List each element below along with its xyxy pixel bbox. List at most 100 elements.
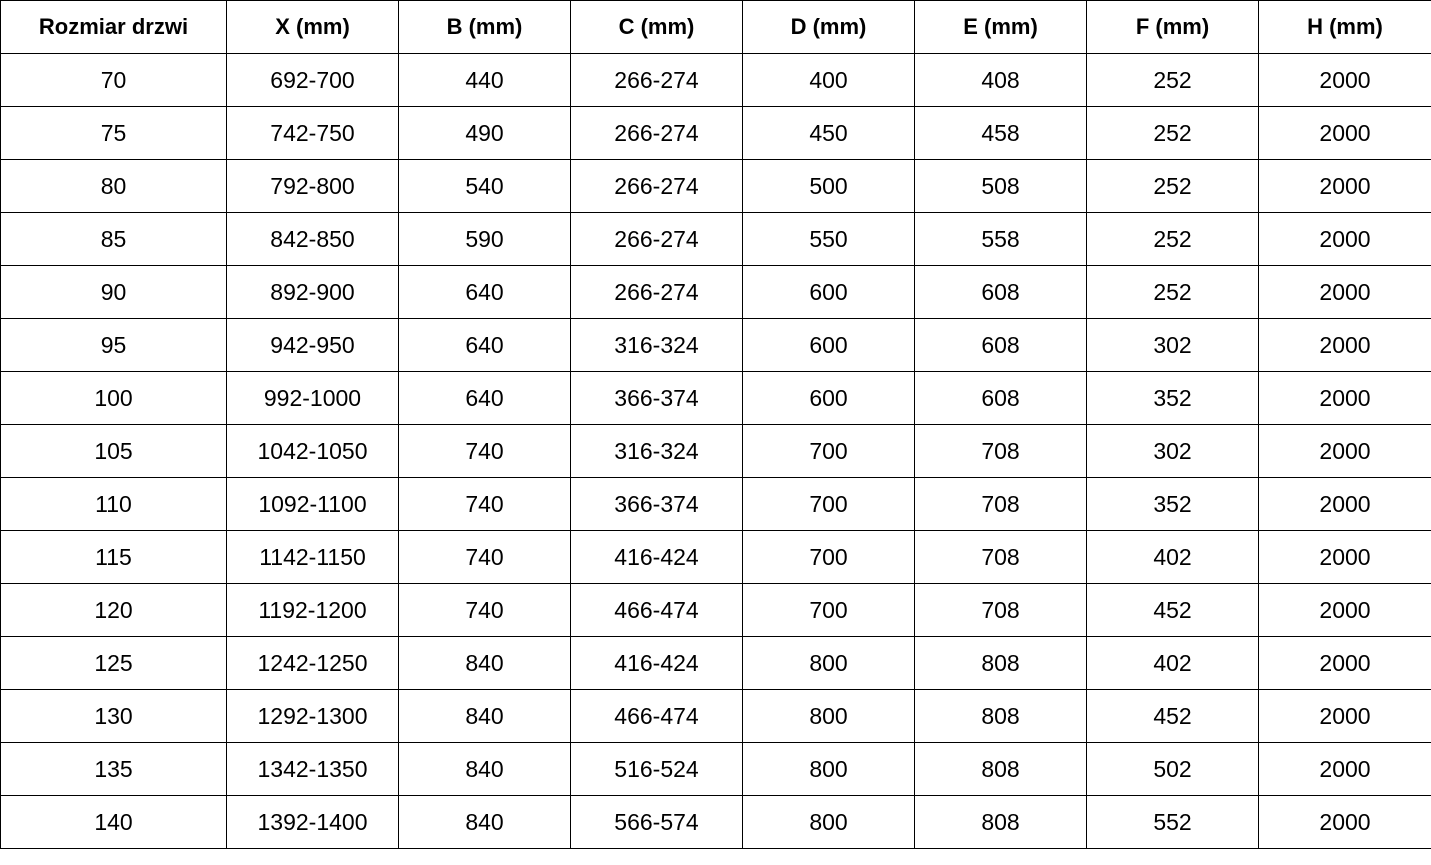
table-cell: 400 bbox=[742, 53, 915, 107]
table-row: 135 1342-1350 840 516-524 800 808 502 2000 bbox=[0, 742, 1431, 796]
table-cell: 402 bbox=[1086, 530, 1259, 584]
table-cell: 558 bbox=[914, 212, 1087, 266]
table-row: 140 1392-1400 840 566-574 800 808 552 2000 bbox=[0, 795, 1431, 849]
table-cell: 450 bbox=[742, 106, 915, 160]
table-cell: 708 bbox=[914, 424, 1087, 478]
table-cell: 600 bbox=[742, 318, 915, 372]
table-cell: 95 bbox=[0, 318, 227, 372]
table-cell: 608 bbox=[914, 318, 1087, 372]
table-cell: 2000 bbox=[1258, 424, 1431, 478]
table-cell: 640 bbox=[398, 318, 571, 372]
table-cell: 266-274 bbox=[570, 106, 743, 160]
table-cell: 2000 bbox=[1258, 106, 1431, 160]
table-cell: 452 bbox=[1086, 689, 1259, 743]
table-row: 70 692-700 440 266-274 400 408 252 2000 bbox=[0, 53, 1431, 107]
table-cell: 840 bbox=[398, 795, 571, 849]
table-body: 70 692-700 440 266-274 400 408 252 2000 75 742-75… bbox=[0, 53, 1431, 849]
column-header: X (mm) bbox=[226, 0, 399, 54]
table-cell: 608 bbox=[914, 265, 1087, 319]
table-cell: 266-274 bbox=[570, 265, 743, 319]
table-cell: 416-424 bbox=[570, 530, 743, 584]
table-cell: 502 bbox=[1086, 742, 1259, 796]
table-cell: 516-524 bbox=[570, 742, 743, 796]
table-cell: 2000 bbox=[1258, 371, 1431, 425]
table-cell: 640 bbox=[398, 265, 571, 319]
table-cell: 742-750 bbox=[226, 106, 399, 160]
table-cell: 252 bbox=[1086, 212, 1259, 266]
table-cell: 700 bbox=[742, 424, 915, 478]
table-cell: 840 bbox=[398, 742, 571, 796]
column-header: D (mm) bbox=[742, 0, 915, 54]
table-cell: 2000 bbox=[1258, 742, 1431, 796]
table-row: 75 742-750 490 266-274 450 458 252 2000 bbox=[0, 106, 1431, 160]
table-cell: 105 bbox=[0, 424, 227, 478]
header-row: Rozmiar drzwi X (mm) B (mm) C (mm) D (mm) E (… bbox=[0, 0, 1431, 54]
table-cell: 440 bbox=[398, 53, 571, 107]
table-cell: 992-1000 bbox=[226, 371, 399, 425]
column-header: H (mm) bbox=[1258, 0, 1431, 54]
table-cell: 550 bbox=[742, 212, 915, 266]
table-cell: 1392-1400 bbox=[226, 795, 399, 849]
table-cell: 85 bbox=[0, 212, 227, 266]
table-cell: 416-424 bbox=[570, 636, 743, 690]
column-header: F (mm) bbox=[1086, 0, 1259, 54]
table-cell: 1342-1350 bbox=[226, 742, 399, 796]
table-cell: 740 bbox=[398, 530, 571, 584]
table-cell: 2000 bbox=[1258, 53, 1431, 107]
table-cell: 2000 bbox=[1258, 212, 1431, 266]
table-cell: 608 bbox=[914, 371, 1087, 425]
table-cell: 808 bbox=[914, 742, 1087, 796]
table-cell: 352 bbox=[1086, 371, 1259, 425]
table-cell: 800 bbox=[742, 636, 915, 690]
table-cell: 2000 bbox=[1258, 477, 1431, 531]
table-cell: 115 bbox=[0, 530, 227, 584]
table-cell: 540 bbox=[398, 159, 571, 213]
column-header: B (mm) bbox=[398, 0, 571, 54]
table-row: 105 1042-1050 740 316-324 700 708 302 2000 bbox=[0, 424, 1431, 478]
table-cell: 75 bbox=[0, 106, 227, 160]
table-cell: 840 bbox=[398, 636, 571, 690]
table-cell: 458 bbox=[914, 106, 1087, 160]
table-cell: 892-900 bbox=[226, 265, 399, 319]
table-cell: 708 bbox=[914, 530, 1087, 584]
table-cell: 1092-1100 bbox=[226, 477, 399, 531]
table-cell: 252 bbox=[1086, 265, 1259, 319]
table-cell: 566-574 bbox=[570, 795, 743, 849]
table-cell: 302 bbox=[1086, 424, 1259, 478]
table-cell: 125 bbox=[0, 636, 227, 690]
table-cell: 366-374 bbox=[570, 371, 743, 425]
table-cell: 466-474 bbox=[570, 689, 743, 743]
table-cell: 942-950 bbox=[226, 318, 399, 372]
table-cell: 700 bbox=[742, 477, 915, 531]
table-cell: 1192-1200 bbox=[226, 583, 399, 637]
table-cell: 130 bbox=[0, 689, 227, 743]
table-cell: 466-474 bbox=[570, 583, 743, 637]
table-row: 110 1092-1100 740 366-374 700 708 352 2000 bbox=[0, 477, 1431, 531]
table-cell: 792-800 bbox=[226, 159, 399, 213]
table-row: 90 892-900 640 266-274 600 608 252 2000 bbox=[0, 265, 1431, 319]
table-cell: 800 bbox=[742, 742, 915, 796]
table-cell: 266-274 bbox=[570, 212, 743, 266]
table-cell: 842-850 bbox=[226, 212, 399, 266]
table-cell: 1042-1050 bbox=[226, 424, 399, 478]
table-cell: 1292-1300 bbox=[226, 689, 399, 743]
table-cell: 692-700 bbox=[226, 53, 399, 107]
table-cell: 100 bbox=[0, 371, 227, 425]
table-row: 130 1292-1300 840 466-474 800 808 452 2000 bbox=[0, 689, 1431, 743]
table-cell: 2000 bbox=[1258, 689, 1431, 743]
table-cell: 120 bbox=[0, 583, 227, 637]
table-cell: 740 bbox=[398, 424, 571, 478]
table-cell: 700 bbox=[742, 530, 915, 584]
table-cell: 2000 bbox=[1258, 265, 1431, 319]
table-cell: 808 bbox=[914, 689, 1087, 743]
table-cell: 700 bbox=[742, 583, 915, 637]
column-header: C (mm) bbox=[570, 0, 743, 54]
table-cell: 402 bbox=[1086, 636, 1259, 690]
table-cell: 252 bbox=[1086, 159, 1259, 213]
table-row: 100 992-1000 640 366-374 600 608 352 2000 bbox=[0, 371, 1431, 425]
table-row: 95 942-950 640 316-324 600 608 302 2000 bbox=[0, 318, 1431, 372]
table-cell: 1142-1150 bbox=[226, 530, 399, 584]
table-cell: 1242-1250 bbox=[226, 636, 399, 690]
table-cell: 408 bbox=[914, 53, 1087, 107]
